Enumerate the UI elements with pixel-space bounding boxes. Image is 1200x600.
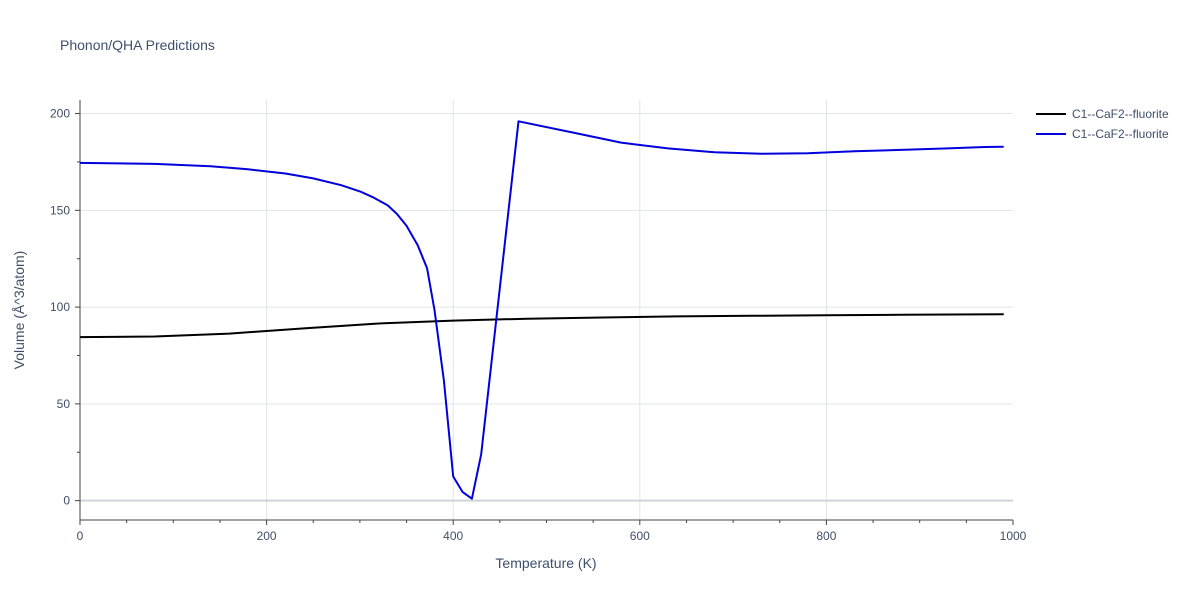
x-axis-title: Temperature (K) <box>495 555 596 571</box>
series-line-2 <box>79 120 1004 500</box>
y-tick-label: 0 <box>63 494 70 508</box>
legend-item-1[interactable]: C1--CaF2--fluorite <box>1036 107 1169 121</box>
y-tick-label: 50 <box>57 397 71 411</box>
y-tick-label: 200 <box>50 107 70 121</box>
x-tick-label: 200 <box>257 529 277 543</box>
y-tick-label: 100 <box>50 300 70 314</box>
chart-title: Phonon/QHA Predictions <box>60 37 215 53</box>
legend-label: C1--CaF2--fluorite <box>1072 127 1169 141</box>
x-tick-labels: 0 200 400 600 800 1000 <box>77 529 1027 543</box>
x-tick-label: 0 <box>77 529 84 543</box>
legend-item-2[interactable]: C1--CaF2--fluorite <box>1036 127 1169 141</box>
legend-label: C1--CaF2--fluorite <box>1072 107 1169 121</box>
x-tick-label: 600 <box>630 529 650 543</box>
x-tick-label: 400 <box>443 529 463 543</box>
axes <box>75 100 1014 525</box>
y-axis-title: Volume (Å^3/atom) <box>11 251 27 370</box>
series-lines <box>79 120 1004 500</box>
y-tick-label: 150 <box>50 203 70 217</box>
series-line-1 <box>79 313 1004 339</box>
x-tick-label: 1000 <box>1000 529 1027 543</box>
y-tick-labels: 0 50 100 150 200 <box>50 107 70 508</box>
grid <box>80 100 1013 520</box>
x-tick-label: 800 <box>816 529 836 543</box>
legend[interactable]: C1--CaF2--fluorite C1--CaF2--fluorite <box>1036 107 1169 141</box>
